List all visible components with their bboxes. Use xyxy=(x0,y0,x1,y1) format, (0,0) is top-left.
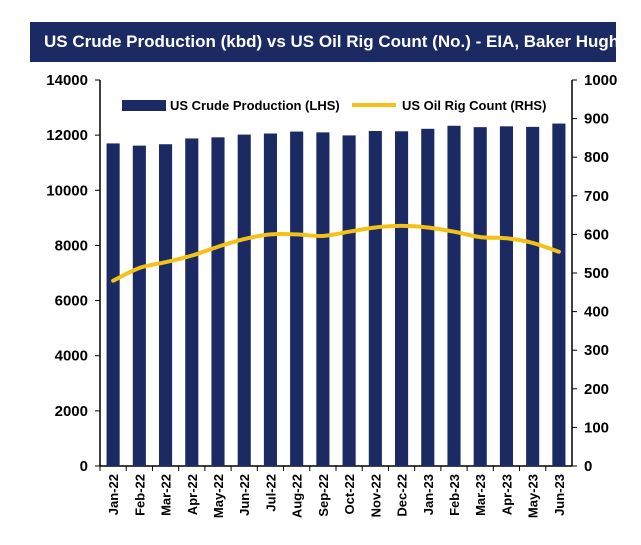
left-tick-label: 0 xyxy=(80,458,88,475)
legend-label-rigcount: US Oil Rig Count (RHS) xyxy=(402,98,546,113)
left-tick-label: 6000 xyxy=(55,293,88,310)
left-tick-label: 2000 xyxy=(55,403,88,420)
x-tick-label: Dec-22 xyxy=(395,474,410,517)
bar-oct-22 xyxy=(342,135,356,466)
legend: US Crude Production (LHS) US Oil Rig Cou… xyxy=(122,98,546,113)
x-tick-label: May-22 xyxy=(211,474,226,518)
x-tick-label: Feb-22 xyxy=(132,474,147,516)
bar-jan-23 xyxy=(421,128,435,466)
right-tick-label: 400 xyxy=(584,304,609,321)
right-tick-label: 300 xyxy=(584,342,609,359)
right-tick-label: 1000 xyxy=(584,72,617,89)
right-tick-label: 600 xyxy=(584,226,609,243)
bar-sep-22 xyxy=(316,132,330,466)
bar-jan-22 xyxy=(106,143,120,466)
left-tick-label: 12000 xyxy=(46,127,88,144)
bar-dec-22 xyxy=(395,131,409,467)
x-tick-label: Jan-22 xyxy=(106,474,121,515)
left-tick-label: 4000 xyxy=(55,348,88,365)
x-tick-label: Oct-22 xyxy=(342,474,357,514)
bar-nov-22 xyxy=(368,131,382,466)
x-tick-label: Mar-22 xyxy=(159,474,174,516)
bar-jun-22 xyxy=(237,134,251,466)
x-tick-label: Jun-23 xyxy=(552,474,567,516)
x-tick-label: Nov-22 xyxy=(368,474,383,517)
right-tick-label: 500 xyxy=(584,265,609,282)
legend-label-production: US Crude Production (LHS) xyxy=(170,98,340,113)
x-tick-label: Apr-23 xyxy=(499,474,514,515)
bar-series xyxy=(106,123,566,467)
bar-mar-23 xyxy=(473,127,487,466)
x-tick-label: Sep-22 xyxy=(316,474,331,517)
right-tick-label: 900 xyxy=(584,111,609,128)
x-tick-label: Apr-22 xyxy=(185,474,200,515)
axes: 0 2000 4000 6000 8000 10000 12000 14000 0 100 200 3… xyxy=(46,72,617,518)
bar-jul-22 xyxy=(263,133,277,466)
x-tick-label: Jun-22 xyxy=(237,474,252,516)
bar-may-23 xyxy=(526,126,540,466)
x-tick-label: Jan-23 xyxy=(421,474,436,515)
x-tick-label: Jul-22 xyxy=(263,474,278,512)
left-tick-label: 8000 xyxy=(55,237,88,254)
right-tick-label: 200 xyxy=(584,381,609,398)
bar-feb-22 xyxy=(132,145,146,466)
bar-may-22 xyxy=(211,137,225,466)
left-tick-label: 10000 xyxy=(46,182,88,199)
right-tick-label: 700 xyxy=(584,188,609,205)
bar-apr-23 xyxy=(499,126,513,466)
line-series xyxy=(111,223,561,283)
bar-apr-22 xyxy=(185,138,199,467)
right-tick-label: 800 xyxy=(584,149,609,166)
right-tick-label: 100 xyxy=(584,419,609,436)
x-tick-label: May-23 xyxy=(526,474,541,518)
legend-swatch-production xyxy=(122,100,166,111)
bar-aug-22 xyxy=(290,131,304,466)
x-tick-label: Mar-23 xyxy=(473,474,488,516)
bar-jun-23 xyxy=(552,123,566,466)
x-tick-label: Aug-22 xyxy=(290,474,305,518)
x-tick-label: Feb-23 xyxy=(447,474,462,516)
bar-mar-22 xyxy=(159,144,173,466)
chart-title: US Crude Production (kbd) vs US Oil Rig … xyxy=(30,22,616,62)
right-tick-label: 0 xyxy=(584,458,592,475)
rig-count-line xyxy=(111,223,561,283)
left-tick-label: 14000 xyxy=(46,72,88,89)
bar-feb-23 xyxy=(447,125,461,467)
